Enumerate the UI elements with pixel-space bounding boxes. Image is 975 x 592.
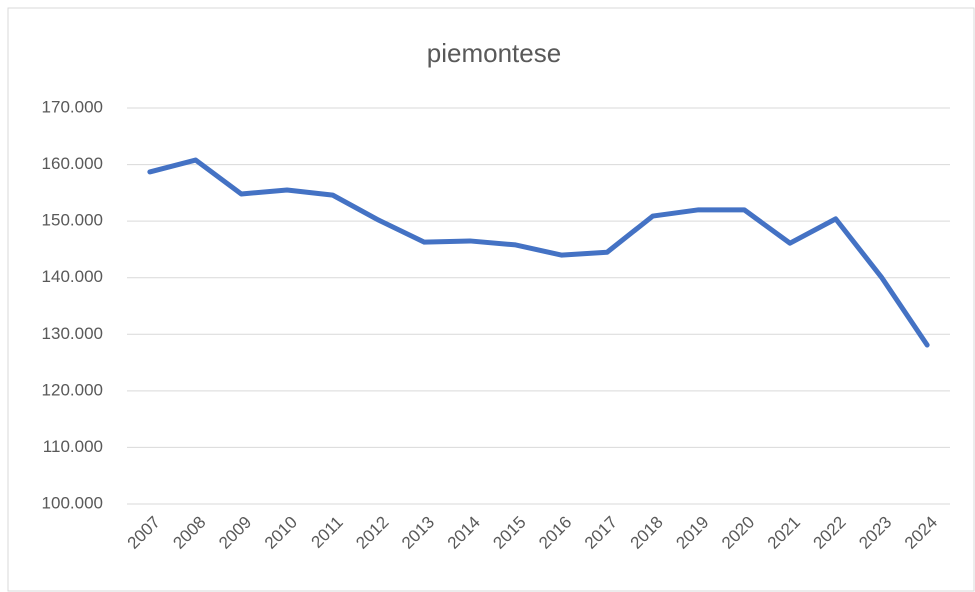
data-line xyxy=(147,157,930,348)
y-tick-label: 100.000 xyxy=(42,493,103,512)
y-tick-label: 150.000 xyxy=(42,211,103,230)
y-tick-label: 110.000 xyxy=(43,437,103,456)
chart-title: piemontese xyxy=(427,38,561,68)
y-tick-label: 130.000 xyxy=(42,324,103,343)
y-tick-label: 140.000 xyxy=(42,267,103,286)
y-tick-label: 120.000 xyxy=(42,380,103,399)
y-tick-label: 170.000 xyxy=(42,97,103,116)
y-tick-label: 160.000 xyxy=(42,154,103,173)
chart-frame xyxy=(7,7,975,592)
